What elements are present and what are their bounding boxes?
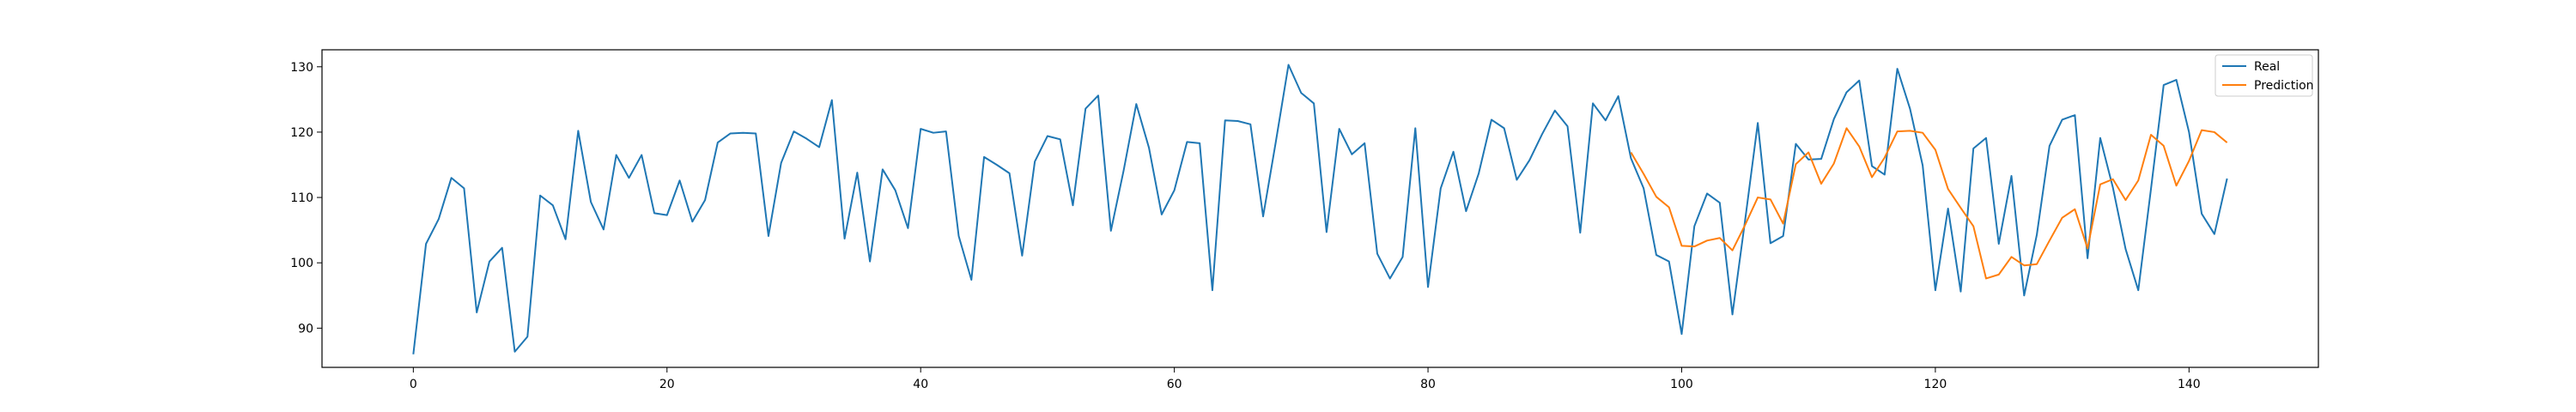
series-line-real [412, 64, 2228, 354]
x-tick-label: 20 [659, 378, 675, 391]
x-tick-label: 60 [1167, 378, 1182, 391]
series-layer [412, 64, 2228, 354]
axis-ticks: 0 20 40 60 80 100 120 140 90 100 110 120 130 [290, 61, 2200, 391]
legend-label-real: Real [2254, 60, 2280, 74]
y-tick-label: 90 [298, 322, 313, 336]
x-tick-label: 100 [1670, 378, 1693, 391]
y-tick-label: 110 [290, 191, 313, 205]
x-tick-label: 80 [1420, 378, 1436, 391]
legend: Real Prediction [2215, 54, 2314, 97]
plot-frame [321, 49, 2319, 368]
x-tick-label: 0 [410, 378, 417, 391]
y-tick-label: 100 [290, 257, 313, 270]
series-line-prediction [1630, 127, 2228, 280]
x-tick-label: 40 [913, 378, 928, 391]
y-tick-label: 130 [290, 61, 313, 75]
x-tick-label: 120 [1924, 378, 1947, 391]
y-tick-label: 120 [290, 126, 313, 140]
x-tick-label: 140 [2178, 378, 2201, 391]
legend-label-prediction: Prediction [2254, 79, 2314, 93]
